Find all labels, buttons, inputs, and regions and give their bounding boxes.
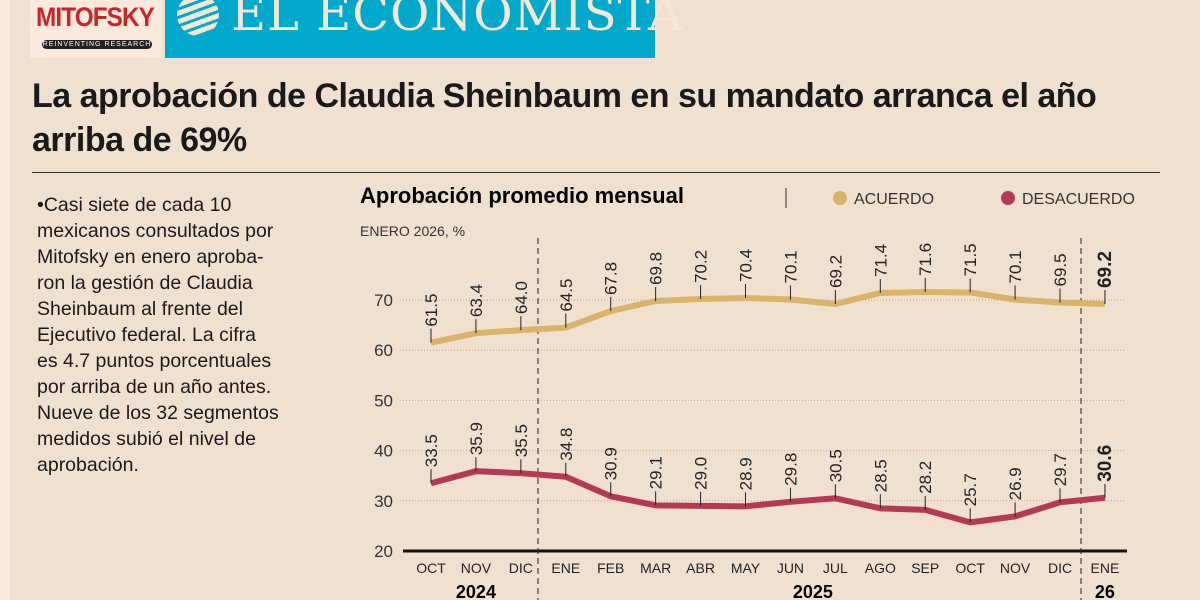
data-label: 61.5 xyxy=(422,294,441,327)
data-label: 33.5 xyxy=(422,434,441,467)
series-line-acuerdo xyxy=(430,288,1106,346)
data-label: 35.9 xyxy=(467,422,486,455)
x-tick-label: NOV xyxy=(461,560,492,576)
data-label: 69.8 xyxy=(647,252,666,285)
data-label: 70.1 xyxy=(1006,250,1025,283)
y-tick-label: 20 xyxy=(374,542,393,561)
year-label: 2025 xyxy=(793,582,833,600)
divider xyxy=(32,172,1160,173)
data-label: 35.5 xyxy=(512,424,531,457)
data-label: 29.0 xyxy=(692,457,711,490)
data-label: 71.6 xyxy=(916,243,935,276)
data-label: 63.4 xyxy=(467,284,486,317)
legend-marker-acuerdo xyxy=(833,191,847,205)
x-tick-label: OCT xyxy=(955,560,985,576)
data-label: 69.5 xyxy=(1051,253,1070,286)
summary-line: Mitofsky en enero aproba- xyxy=(37,246,264,268)
summary-line: es 4.7 puntos porcentuales xyxy=(37,350,272,372)
summary-line: medidos subió el nivel de xyxy=(37,428,256,450)
series-line-desacuerdo xyxy=(430,468,1106,526)
x-tick-label: DIC xyxy=(1048,560,1072,576)
left-strip xyxy=(0,0,10,600)
mitofsky-logo: MITOFSKY REINVENTING RESEARCH xyxy=(30,0,162,58)
data-label: 29.8 xyxy=(781,453,800,486)
data-label: 30.5 xyxy=(826,449,845,482)
year-label: 2024 xyxy=(456,582,496,600)
summary-line: Nueve de los 32 segmentos xyxy=(37,402,279,424)
mitofsky-name: MITOFSKY xyxy=(36,2,155,32)
legend-marker-desacuerdo xyxy=(1001,191,1015,205)
data-label: 71.4 xyxy=(871,244,890,277)
x-tick-label: SEP xyxy=(911,560,939,576)
summary-line: Ejecutivo federal. La cifra xyxy=(37,324,256,346)
data-label: 70.2 xyxy=(692,250,711,283)
year-label: 26 xyxy=(1095,582,1115,600)
data-label: 69.2 xyxy=(1095,251,1116,288)
globe-icon xyxy=(177,0,219,36)
x-tick-label: AGO xyxy=(865,560,896,576)
headline: La aprobación de Claudia Sheinbaum en su… xyxy=(32,77,1097,159)
data-label: 25.7 xyxy=(961,473,980,506)
data-label: 70.1 xyxy=(781,250,800,283)
summary-line: ron la gestión de Claudia xyxy=(37,272,253,294)
data-label: 30.6 xyxy=(1095,445,1116,482)
data-label: 64.5 xyxy=(557,279,576,312)
x-tick-label: MAY xyxy=(731,560,761,576)
legend-label-desacuerdo: DESACUERDO xyxy=(1022,191,1135,208)
data-label: 64.0 xyxy=(512,281,531,314)
summary-line: Sheinbaum al frente del xyxy=(37,298,243,320)
el-economista-name: EL ECONOMISTA xyxy=(231,0,684,42)
data-label: 28.5 xyxy=(871,459,890,492)
x-tick-label: ENE xyxy=(1091,560,1120,576)
summary-line: aprobación. xyxy=(37,454,139,476)
data-label: 71.5 xyxy=(961,243,980,276)
x-tick-label: JUL xyxy=(823,560,848,576)
legend-label-acuerdo: ACUERDO xyxy=(854,191,934,208)
data-label: 26.9 xyxy=(1006,467,1025,500)
x-tick-label: OCT xyxy=(416,560,446,576)
x-tick-label: ABR xyxy=(686,560,715,576)
x-tick-label: FEB xyxy=(597,560,624,576)
data-label: 29.7 xyxy=(1051,453,1070,486)
x-tick-label: DIC xyxy=(509,560,533,576)
data-label: 69.2 xyxy=(826,255,845,288)
data-label: 28.9 xyxy=(737,457,756,490)
x-tick-label: NOV xyxy=(1000,560,1031,576)
mitofsky-tagline: REINVENTING RESEARCH xyxy=(42,40,152,49)
el-economista-logo: EL ECONOMISTA xyxy=(165,0,683,58)
data-label: 30.9 xyxy=(602,447,621,480)
y-tick-label: 70 xyxy=(374,291,393,310)
y-tick-label: 50 xyxy=(374,391,393,410)
summary-line: por arriba de un año antes. xyxy=(37,376,272,398)
x-tick-label: ENE xyxy=(551,560,580,576)
summary-line: •Casi siete de cada 10 xyxy=(37,194,232,216)
data-label: 67.8 xyxy=(602,262,621,295)
data-label: 29.1 xyxy=(647,456,666,489)
y-tick-label: 40 xyxy=(374,442,393,461)
y-tick-label: 60 xyxy=(374,341,393,360)
chart-subtitle: ENERO 2026, % xyxy=(360,223,465,239)
summary-text: •Casi siete de cada 10 mexicanos consulta… xyxy=(37,192,279,478)
x-tick-label: JUN xyxy=(777,560,804,576)
data-label: 28.2 xyxy=(916,461,935,494)
summary-line: mexicanos consultados por xyxy=(37,220,274,242)
chart-title: Aprobación promedio mensual xyxy=(360,183,684,208)
y-tick-label: 30 xyxy=(374,492,393,511)
data-label: 70.4 xyxy=(737,249,756,282)
x-tick-label: MAR xyxy=(640,560,671,576)
data-label: 34.8 xyxy=(557,428,576,461)
